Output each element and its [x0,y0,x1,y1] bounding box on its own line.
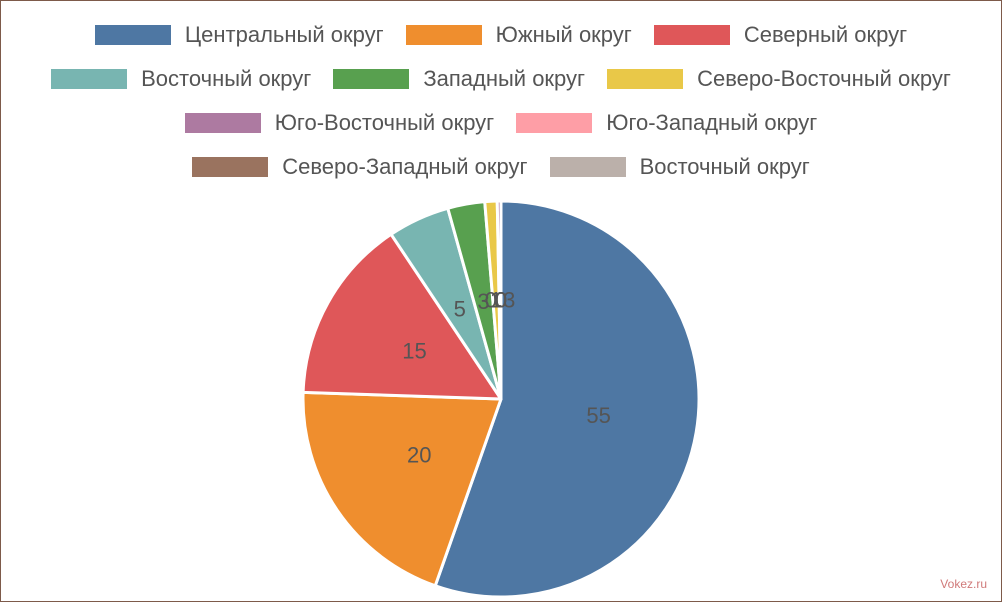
legend-label: Северо-Восточный округ [697,66,951,91]
legend-swatch [607,69,684,89]
slice-value-label: 0.3 [485,288,516,313]
legend-label: Восточный округ [141,66,312,91]
slice-value-label: 55 [586,403,610,428]
legend-swatch [653,25,730,45]
pie-slice[interactable] [301,232,503,401]
legend-item[interactable]: Западный округ [333,66,585,92]
legend-label: Восточный округ [639,154,810,179]
legend-swatch [333,69,410,89]
legend-swatch [184,113,261,133]
slice-value-label: 5 [454,297,466,322]
legend-item[interactable]: Южный округ [405,22,632,48]
slice-value-label: 20 [407,442,431,467]
legend-item[interactable]: Центральный округ [94,22,384,48]
legend-row: Северо-Западный округ Восточный округ [1,154,1001,180]
legend-label: Юго-Западный округ [606,110,818,135]
legend-label: Южный округ [495,22,632,47]
legend-swatch [192,157,269,177]
legend-item[interactable]: Восточный округ [549,154,810,180]
slice-value-label: 0 [495,288,507,313]
legend-swatch [51,69,128,89]
legend-label: Северо-Западный округ [282,154,528,179]
legend-row: Юго-Восточный округ Юго-Западный округ [1,110,1001,136]
pie-slice[interactable] [495,199,503,401]
legend-item[interactable]: Северо-Западный округ [192,154,528,180]
slice-value-label: 1 [490,288,502,313]
legend-swatch [94,25,171,45]
legend-label: Юго-Восточный округ [274,110,495,135]
legend-item[interactable]: Северо-Восточный округ [607,66,951,92]
legend-swatch [549,157,626,177]
legend-swatch [405,25,482,45]
legend-item[interactable]: Восточный округ [51,66,311,92]
legend-item[interactable]: Юго-Западный округ [516,110,817,136]
slice-value-label: 3 [477,289,489,314]
legend-label: Северный округ [743,22,908,47]
pie-slice[interactable] [301,390,503,588]
legend-item[interactable]: Северный округ [653,22,908,48]
legend-item[interactable]: Юго-Восточный округ [184,110,495,136]
slice-value-label: 0 [495,288,507,313]
slice-value-label: 0 [495,288,507,313]
watermark: Vokez.ru [940,577,987,591]
slice-value-label: 15 [402,338,426,363]
legend-row: Восточный округ Западный округ Северо-Вост… [1,66,1001,92]
legend-label: Центральный округ [184,22,384,47]
legend-row: Центральный округ Южный округ Северный окр… [1,22,1001,48]
legend-swatch [516,113,593,133]
legend-label: Западный округ [423,66,586,91]
